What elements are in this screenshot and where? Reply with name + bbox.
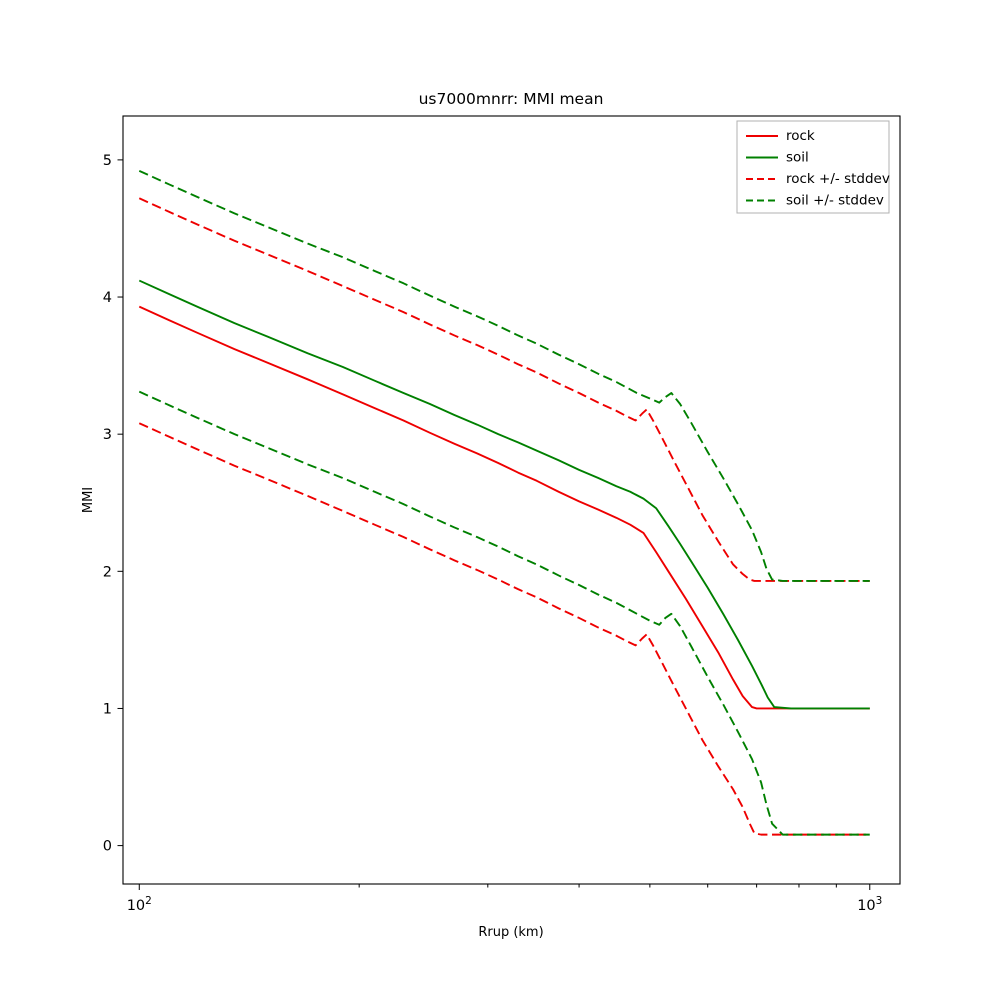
series-line-4: [138, 169, 870, 582]
legend-label: soil: [786, 150, 809, 166]
series-line-5: [138, 390, 870, 836]
y-tick-label: 5: [103, 153, 112, 169]
axes-frame: [122, 115, 901, 885]
y-axis-label: MMI: [81, 487, 96, 513]
y-tick-label: 4: [103, 290, 112, 306]
legend-label: rock: [786, 128, 815, 144]
legend-item-soil[interactable]: soil: [746, 150, 809, 166]
axis-spines: [122, 115, 901, 885]
legend-item-soil-stddev[interactable]: soil +/- stddev: [746, 193, 884, 209]
series-line-1: [138, 279, 870, 710]
series-line-3: [138, 422, 870, 836]
x-axis-label: Rrup (km): [478, 925, 543, 940]
plot-area-background: [123, 116, 900, 884]
y-tick-label: 3: [103, 427, 112, 443]
legend-item-rock-stddev[interactable]: rock +/- stddev: [746, 171, 890, 187]
y-tick-label: 2: [103, 564, 112, 580]
series-line-0: [138, 305, 870, 710]
legend-label: soil +/- stddev: [786, 193, 884, 209]
page-title: us7000mnrr: MMI mean: [419, 90, 604, 108]
y-tick-label: 1: [103, 701, 112, 717]
data-series-group: [138, 169, 870, 836]
series-line-2: [138, 197, 870, 582]
legend-item-rock[interactable]: rock: [746, 128, 815, 144]
legend-label: rock +/- stddev: [786, 171, 890, 187]
y-axis-ticks: 0 1 2 3 4 5: [103, 153, 123, 855]
chart-legend: rock soil rock +/- stddev soil +/- stddev: [736, 120, 890, 214]
y-tick-label: 0: [103, 839, 112, 855]
